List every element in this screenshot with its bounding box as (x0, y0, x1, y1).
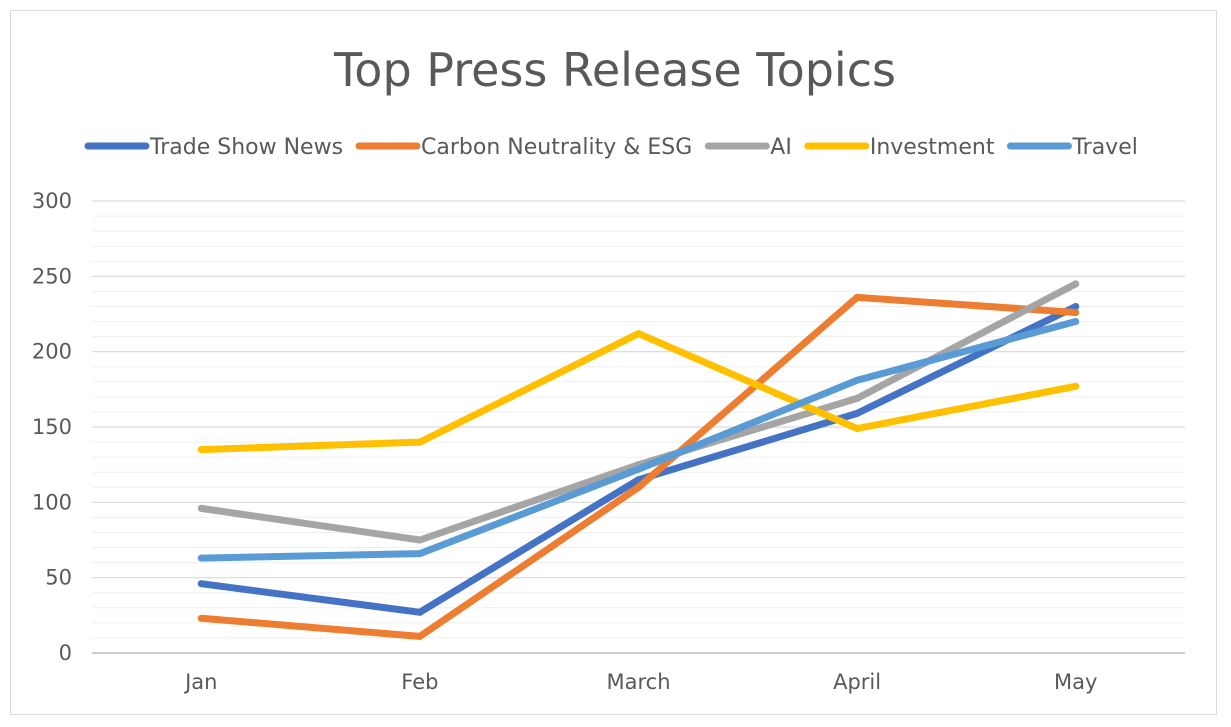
data-point (1072, 302, 1080, 310)
data-point (635, 465, 642, 473)
data-point (853, 409, 861, 417)
data-point (1072, 318, 1080, 326)
legend-item: Trade Show News (84, 135, 343, 160)
x-tick-label: May (1054, 670, 1097, 694)
y-tick-label: 250 (32, 264, 72, 288)
chart-legend: Trade Show News Carbon Neutrality & ESG AI… (84, 135, 1138, 160)
series-lines (197, 280, 1080, 640)
legend-item: Investment (804, 135, 995, 160)
legend-label: Carbon Neutrality & ESG (421, 135, 692, 160)
y-tick-label: 300 (32, 189, 72, 213)
data-point (1072, 308, 1080, 316)
data-point (416, 608, 424, 616)
data-point (416, 536, 424, 544)
x-tick-label: March (606, 670, 670, 694)
major-gridlines (92, 200, 1185, 654)
data-point (197, 446, 205, 454)
data-point (416, 550, 424, 558)
x-tick-label: Jan (183, 670, 217, 694)
legend-item: Carbon Neutrality & ESG (355, 135, 692, 160)
y-tick-label: 50 (45, 566, 72, 590)
chart-frame (10, 10, 1217, 715)
data-point (853, 376, 861, 384)
data-point (853, 394, 861, 402)
data-point (197, 504, 205, 512)
x-tick-label: April (833, 670, 881, 694)
legend-label: Travel (1071, 135, 1137, 160)
data-point (853, 425, 861, 433)
legend-item: AI (704, 135, 792, 160)
data-point (1072, 382, 1080, 390)
legend-label: AI (770, 135, 792, 160)
data-point (416, 438, 424, 446)
legend-label: Trade Show News (149, 135, 343, 160)
y-tick-label: 200 (32, 340, 72, 364)
data-point (1072, 280, 1080, 288)
x-tick-label: Feb (401, 670, 438, 694)
y-tick-label: 0 (59, 641, 72, 665)
legend-label: Investment (870, 135, 995, 160)
data-point (197, 580, 205, 588)
y-tick-label: 100 (32, 490, 72, 514)
x-axis-tick-labels: Jan Feb March April May (183, 670, 1097, 694)
chart-title: Top Press Release Topics (333, 43, 896, 97)
data-point (635, 330, 642, 338)
series-line-5 (197, 318, 1080, 562)
legend-item: Travel (1006, 135, 1138, 160)
data-point (197, 614, 205, 622)
y-tick-label: 150 (32, 415, 72, 439)
y-axis-tick-labels: 0 50 100 150 200 250 300 (32, 189, 72, 665)
data-point (197, 554, 205, 562)
data-point (635, 483, 642, 491)
data-point (853, 293, 861, 301)
data-point (416, 632, 424, 640)
